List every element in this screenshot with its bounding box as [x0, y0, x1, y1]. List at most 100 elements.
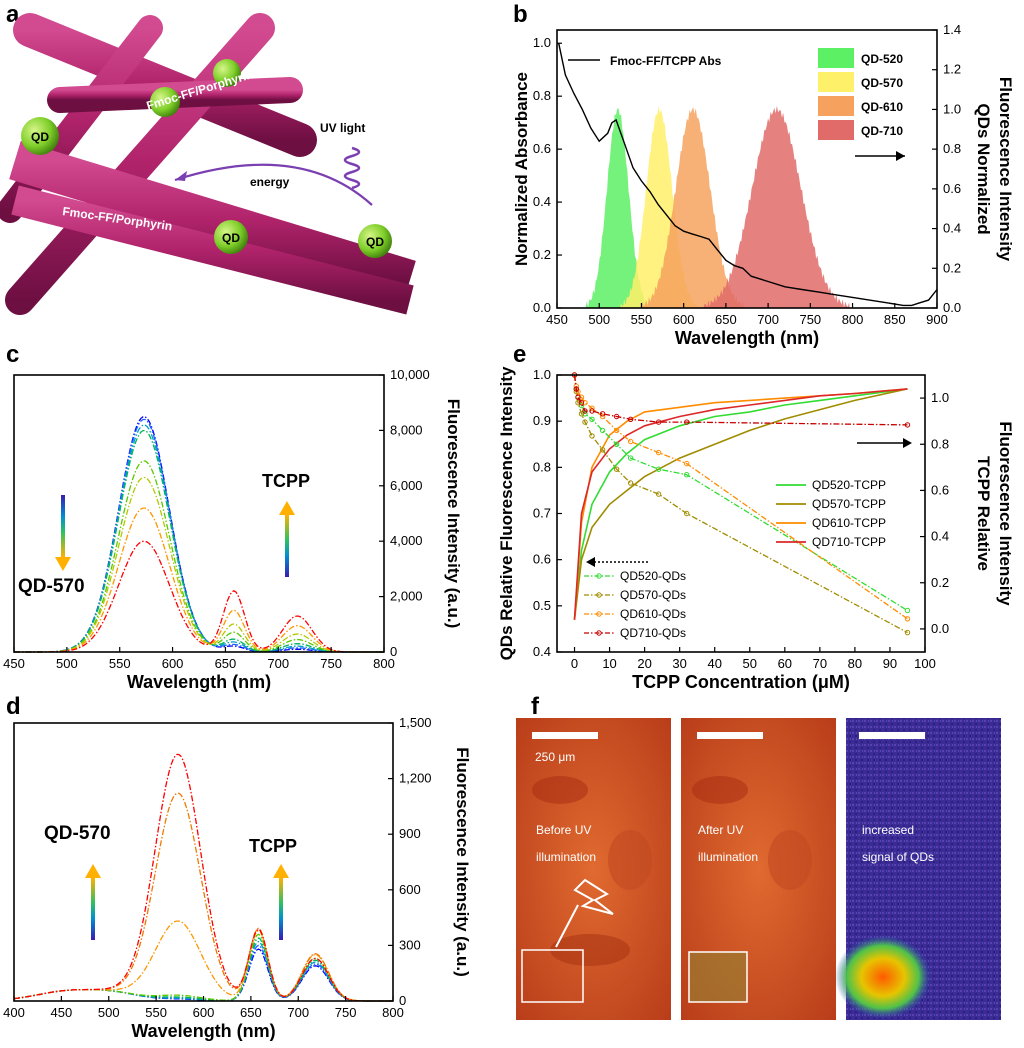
data-point	[582, 419, 588, 425]
legend-swatch	[818, 120, 854, 140]
data-point	[578, 400, 585, 406]
legend-swatch	[818, 96, 854, 116]
arrowhead-icon	[586, 557, 595, 567]
uv-light-icon	[343, 146, 361, 190]
x-tick-label: 650	[240, 1005, 262, 1020]
energy-arrowhead	[175, 171, 187, 181]
x-tick-label: 900	[926, 312, 948, 327]
x-tick-label: 500	[98, 1005, 120, 1020]
x-tick-label: 700	[287, 1005, 309, 1020]
panel-a: a QD QD QD Fmoc-FF/Porphyrin Fmoc-FF/Por…	[0, 1, 416, 315]
legend-label: QD-710	[861, 124, 903, 138]
y-tick-label-left: 0.4	[533, 194, 551, 209]
x-tick-label: 700	[267, 656, 289, 671]
qd-emission-area	[703, 105, 850, 308]
x-tick-label: 750	[320, 656, 342, 671]
y-tick-label-right: 0.2	[943, 260, 961, 275]
data-point	[578, 411, 585, 417]
y-tick-label-right: 1.4	[943, 22, 961, 37]
micrograph-caption: signal of QDs	[862, 850, 934, 864]
micrograph-caption: illumination	[698, 850, 758, 864]
y-tick-label-right: 1.0	[943, 101, 961, 116]
x-tick-label: 70	[813, 656, 827, 671]
legend-label: QD-520	[861, 52, 903, 66]
data-point	[904, 629, 911, 636]
x-tick-label: 10	[602, 656, 616, 671]
x-tick-label: 450	[546, 312, 568, 327]
x-tick-label: 550	[145, 1005, 167, 1020]
data-point	[627, 480, 634, 486]
qd-quench-line	[573, 374, 908, 426]
x-tick-label: 0	[571, 656, 578, 671]
x-tick-label: 80	[848, 656, 862, 671]
plot-frame	[556, 374, 926, 653]
legend-marker	[596, 611, 602, 617]
x-tick-label: 30	[672, 656, 686, 671]
uv-light-label: UV light	[320, 121, 365, 135]
x-axis-label: Wavelength (nm)	[127, 672, 271, 692]
qd-quench-line	[573, 374, 908, 612]
y-tick-label-right: 0.0	[943, 300, 961, 315]
y-tick-label-right: 0.8	[931, 436, 949, 451]
y-tick-label-right: 0	[390, 644, 397, 659]
legend-marker	[596, 573, 602, 579]
data-point	[578, 394, 585, 400]
y-tick-label-left: 0.0	[533, 300, 551, 315]
y-tick-label-right: 4,000	[390, 533, 423, 548]
x-axis-label: Wavelength (nm)	[131, 1021, 275, 1041]
x-tick-label: 750	[799, 312, 821, 327]
x-tick-label: 40	[707, 656, 721, 671]
y-tick-label-right: 0.4	[931, 529, 949, 544]
y-tick-label-right: 0.6	[931, 482, 949, 497]
legend-marker	[596, 630, 602, 636]
qd-label: QD	[366, 235, 384, 249]
quench-arrow-shaft	[61, 495, 65, 557]
y-tick-label-left: 1.0	[533, 35, 551, 50]
data-point	[599, 413, 606, 420]
absorbance-line	[558, 43, 938, 307]
fiber-rod	[11, 185, 414, 315]
y-tick-label-left: 0.6	[533, 141, 551, 156]
micrograph-after: After UV illumination	[681, 718, 836, 1020]
legend-label: QD520-QDs	[620, 569, 686, 583]
x-tick-label: 20	[637, 656, 651, 671]
energy-label: energy	[250, 175, 290, 189]
y-tick-label-right: 600	[399, 882, 421, 897]
y-axis-label-left: QDs Relative Fluorescence Intensity	[497, 366, 516, 660]
legend-label: QD710-TCPP	[812, 535, 886, 549]
micrograph-caption: increased	[862, 823, 914, 837]
data-point	[627, 438, 634, 445]
x-tick-label: 850	[884, 312, 906, 327]
legend-swatch	[818, 72, 854, 92]
y-tick-label-right: 0.0	[931, 621, 949, 636]
data-point	[655, 449, 662, 456]
panel-label-d: d	[6, 693, 21, 720]
tcpp-arrow-up-icon	[273, 864, 289, 878]
y-tick-label-right: 900	[399, 826, 421, 841]
y-tick-label-left: 0.9	[533, 413, 551, 428]
y-tick-label-right: 8,000	[390, 422, 423, 437]
y-axis-label-right: Fluorescence Intensity (a.u.)	[444, 399, 463, 629]
qd-570-label: QD-570	[44, 823, 111, 844]
chart-b: 450 500 550 600 650 700 750 800 850 9000.00.20.40…	[512, 22, 1015, 348]
y-tick-label-right: 0.4	[943, 221, 961, 236]
data-point	[575, 394, 581, 400]
spectrum-line	[14, 476, 384, 653]
panel-e: e 0 10 20 30 40 50 60 70 80 90 1000.40.50.60.70.80…	[497, 341, 1015, 692]
panel-label-b: b	[513, 1, 528, 28]
qd-arrow-up-icon	[85, 864, 101, 878]
data-point	[904, 616, 911, 622]
x-tick-label: 450	[51, 1005, 73, 1020]
y-tick-label-left: 0.8	[533, 459, 551, 474]
tcpp-arrow-up-icon	[279, 501, 295, 515]
legend-label: Fmoc-FF/TCPP Abs	[610, 54, 722, 68]
y-tick-label-right: 1.2	[943, 62, 961, 77]
tcpp-fit-line	[573, 388, 908, 620]
panel-label-f: f	[531, 693, 540, 720]
data-point	[575, 400, 581, 406]
micrograph-caption: After UV	[698, 823, 743, 837]
micrograph-caption: illumination	[536, 850, 596, 864]
region-box	[688, 951, 748, 1003]
data-point	[613, 441, 620, 447]
y-tick-label-left: 0.2	[533, 247, 551, 262]
